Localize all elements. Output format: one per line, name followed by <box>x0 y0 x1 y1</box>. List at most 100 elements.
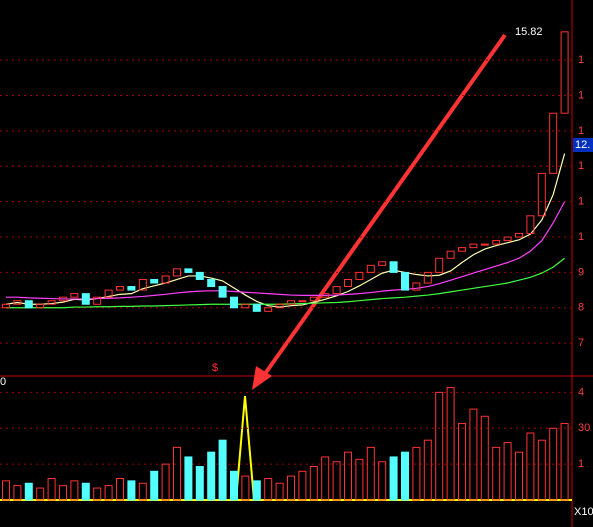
candle-body <box>264 307 273 312</box>
volume-bar <box>2 480 10 501</box>
volume-bar <box>81 482 90 501</box>
volume-bar <box>549 427 558 501</box>
candle-body <box>81 293 90 305</box>
candle-body <box>36 303 45 309</box>
volume-bar <box>59 485 67 501</box>
candle-body <box>549 112 558 174</box>
y-tick-label: 1 <box>578 160 584 172</box>
volume-bar <box>480 415 489 501</box>
candle-body <box>47 300 56 305</box>
y-tick-label: 1 <box>578 125 584 137</box>
volume-bar <box>378 461 387 501</box>
y-tick-label: 30 <box>578 422 590 434</box>
candle-body <box>355 271 364 280</box>
volume-bar <box>207 451 216 501</box>
candle-body <box>184 268 193 273</box>
cursor-price: 12. <box>575 139 590 151</box>
volume-bar <box>401 451 409 501</box>
y-tick-label: 8 <box>578 302 584 314</box>
candle-body <box>503 236 512 242</box>
candle-body <box>138 278 147 291</box>
volume-bar <box>287 475 295 501</box>
volume-bar <box>184 456 193 501</box>
volume-bar <box>309 466 318 501</box>
y-tick-label: 9 <box>578 266 584 278</box>
volume-left-label: 0 <box>0 376 6 388</box>
moving-average <box>6 201 566 300</box>
volume-bar <box>24 482 33 501</box>
candle-body <box>59 296 67 302</box>
volume-bar <box>355 458 364 501</box>
candle-body <box>116 286 124 291</box>
volume-bar <box>275 482 284 501</box>
volume-bar <box>515 451 523 501</box>
candle-body <box>218 286 227 298</box>
candle-body <box>287 300 295 305</box>
volume-bar <box>173 446 181 501</box>
candle-body <box>446 250 455 259</box>
candle-body <box>389 261 398 273</box>
volume-bar <box>13 485 22 501</box>
candle-body <box>423 271 432 284</box>
candle-body <box>70 293 79 298</box>
candle-body <box>401 271 409 291</box>
candle-body <box>309 296 318 302</box>
volume-bar <box>332 461 341 501</box>
volume-bar <box>503 442 512 501</box>
candle-body <box>435 257 444 273</box>
y-tick-label: 1 <box>578 458 584 470</box>
volume-bar <box>412 446 421 501</box>
y-tick-label: 4 <box>578 386 584 398</box>
signal-spike <box>235 395 255 501</box>
volume-bar <box>150 470 159 501</box>
moving-average <box>6 257 565 309</box>
candle-body <box>195 271 204 280</box>
volume-bar <box>93 487 102 501</box>
candle-body <box>241 303 250 309</box>
candle-body <box>378 261 387 266</box>
volume-bar <box>423 439 432 501</box>
candle-body <box>161 275 170 284</box>
candle-body <box>13 300 22 305</box>
volume-bar <box>298 470 307 501</box>
candle-body <box>366 264 375 273</box>
candle-body <box>150 278 159 284</box>
volume-bar <box>492 446 501 501</box>
volume-bar <box>366 446 375 501</box>
volume-bar <box>127 480 136 501</box>
y-tick-label: 1 <box>578 89 584 101</box>
volume-bar <box>560 422 569 501</box>
volume-bar <box>446 387 455 501</box>
volume-bar <box>70 480 79 501</box>
volume-bar <box>36 487 45 501</box>
candle-body <box>127 286 136 291</box>
candle-body <box>2 303 10 309</box>
volume-bar <box>526 432 535 501</box>
y-tick-label: 1 <box>578 54 584 66</box>
y-tick-label: 7 <box>578 337 584 349</box>
candle-body <box>537 172 546 217</box>
volume-bar <box>344 451 352 501</box>
volume-bar <box>161 463 170 501</box>
y-tick-label: 1 <box>578 231 584 243</box>
volume-bar <box>241 475 250 501</box>
candle-body <box>332 286 341 295</box>
candle-body <box>24 300 33 309</box>
volume-bar <box>116 477 124 501</box>
candle-body <box>207 278 216 288</box>
candle-body <box>412 282 421 291</box>
candle-body <box>173 268 181 277</box>
volume-bar <box>218 439 227 501</box>
candle-body <box>492 240 501 245</box>
candle-body <box>469 243 478 249</box>
volume-bar <box>458 422 466 501</box>
candle-body <box>344 278 352 288</box>
candle-body <box>560 31 569 114</box>
arrow-head <box>252 366 272 390</box>
volume-bar <box>138 482 147 501</box>
candle-body <box>321 293 330 298</box>
candle-body <box>104 289 113 298</box>
cursor-box <box>573 138 593 152</box>
